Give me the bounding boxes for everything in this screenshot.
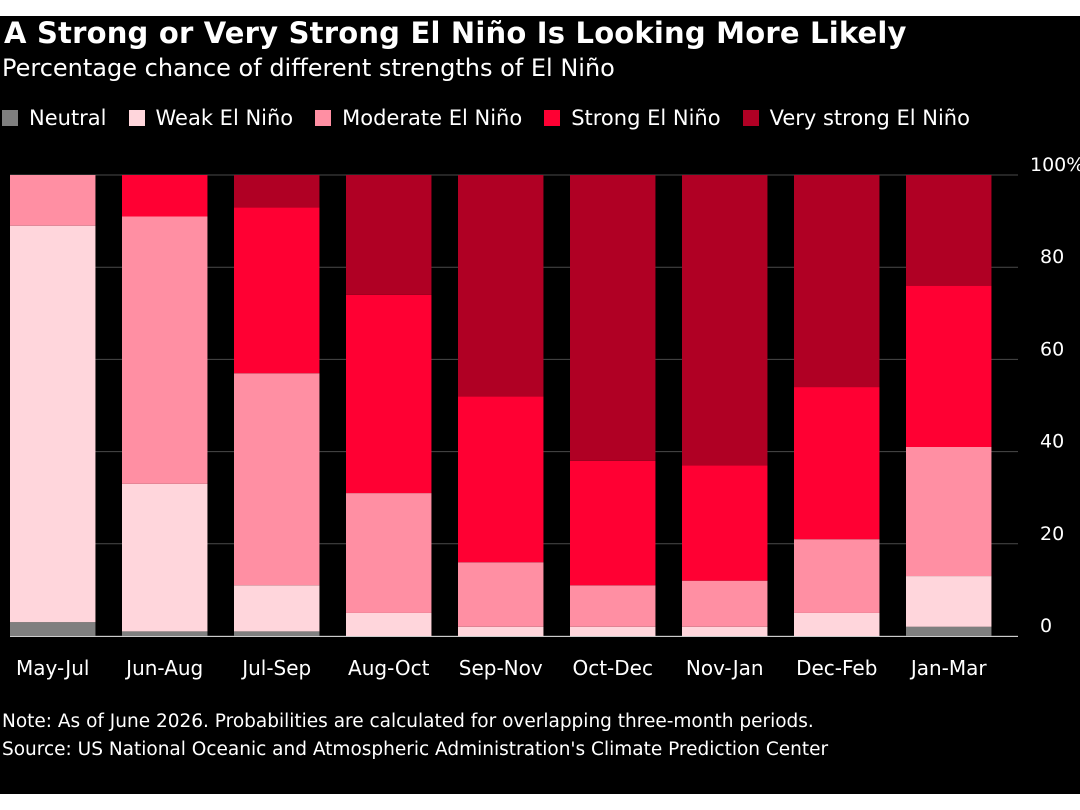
bar-segment-moderate-el-ni-o (122, 216, 208, 484)
bar-segment-moderate-el-ni-o (346, 493, 432, 613)
x-tick-label: Jan-Mar (909, 656, 988, 680)
x-tick-label: May-Jul (16, 656, 89, 680)
legend-label: Very strong El Niño (769, 106, 970, 130)
stacked-bar-chart: May-Jul Jun-Aug Jul-Sep Aug-Oct Sep-Nov Oct-D… (10, 154, 1080, 680)
bar-segment-weak-el-ni-o (794, 612, 880, 636)
x-tick-label: Sep-Nov (459, 656, 543, 680)
bar-segment-strong-el-ni-o (906, 285, 992, 447)
x-tick-label: Dec-Feb (796, 656, 877, 680)
y-tick-label: 0 (1040, 615, 1052, 637)
legend-label: Neutral (29, 106, 107, 130)
legend-item: Moderate El Niño (315, 106, 522, 130)
bar-segment-strong-el-ni-o (794, 387, 880, 540)
legend-item: Neutral (2, 106, 107, 130)
chart-subtitle: Percentage chance of different strengths… (2, 54, 615, 82)
x-tick-label: Aug-Oct (348, 656, 430, 680)
bar-segment-strong-el-ni-o (234, 207, 320, 374)
bar-segment-strong-el-ni-o (122, 175, 208, 217)
bar-segment-very-strong-el-ni-o (794, 175, 880, 388)
bar-segment-very-strong-el-ni-o (346, 175, 432, 295)
bar-segment-very-strong-el-ni-o (458, 175, 544, 397)
bar-segment-neutral (234, 631, 320, 636)
bar-segment-weak-el-ni-o (234, 585, 320, 632)
bar-segment-moderate-el-ni-o (906, 446, 992, 577)
bar-segment-very-strong-el-ni-o (682, 175, 768, 466)
x-tick-label: Oct-Dec (572, 656, 653, 680)
legend-swatch (128, 110, 145, 126)
bar-segment-moderate-el-ni-o (570, 585, 656, 627)
y-tick-label: 20 (1040, 523, 1064, 545)
bar-segment-weak-el-ni-o (346, 612, 432, 636)
y-tick-label: 100% (1030, 154, 1080, 176)
bar-segment-moderate-el-ni-o (794, 539, 880, 613)
bar-segment-very-strong-el-ni-o (906, 175, 992, 286)
bar-segment-weak-el-ni-o (906, 576, 992, 627)
bar-segment-very-strong-el-ni-o (570, 175, 656, 461)
y-tick-label: 60 (1040, 338, 1064, 360)
legend-swatch (2, 110, 18, 126)
y-tick-label: 80 (1040, 246, 1064, 268)
bar-segment-weak-el-ni-o (122, 483, 208, 632)
y-tick-label: 40 (1040, 431, 1064, 453)
bar-segment-neutral (122, 631, 208, 636)
bar-segment-moderate-el-ni-o (234, 373, 320, 586)
x-tick-label: Jun-Aug (124, 656, 203, 680)
legend-item: Very strong El Niño (742, 106, 970, 130)
bar-segment-strong-el-ni-o (346, 294, 432, 494)
bar-segment-strong-el-ni-o (570, 460, 656, 586)
bar-segment-strong-el-ni-o (682, 465, 768, 581)
legend-swatch (544, 110, 561, 126)
legend-label: Weak El Niño (155, 106, 294, 130)
chart-title: A Strong or Very Strong El Niño Is Looki… (4, 16, 907, 50)
x-tick-label: Nov-Jan (686, 656, 764, 680)
bar-segment-neutral (906, 626, 992, 636)
bar-segment-weak-el-ni-o (570, 626, 656, 636)
x-tick-label: Jul-Sep (240, 656, 311, 680)
legend: Neutral Weak El Niño Moderate El Niño Stron… (2, 104, 992, 132)
legend-label: Strong El Niño (571, 106, 721, 130)
bar-segment-very-strong-el-ni-o (234, 175, 320, 208)
bar-segment-weak-el-ni-o (458, 626, 544, 636)
bar-segment-strong-el-ni-o (458, 396, 544, 563)
chart-frame: A Strong or Very Strong El Niño Is Looki… (0, 16, 1080, 794)
bar-segment-moderate-el-ni-o (458, 562, 544, 627)
chart-note: Note: As of June 2026. Probabilities are… (2, 711, 814, 732)
legend-item: Weak El Niño (128, 106, 294, 130)
bar-segment-weak-el-ni-o (10, 225, 96, 623)
legend-label: Moderate El Niño (342, 106, 523, 130)
bar-segment-weak-el-ni-o (682, 626, 768, 636)
legend-item: Strong El Niño (544, 106, 721, 130)
bar-segment-moderate-el-ni-o (682, 580, 768, 627)
bar-segment-neutral (10, 622, 96, 636)
legend-swatch (315, 110, 332, 126)
chart-source: Source: US National Oceanic and Atmosphe… (2, 739, 829, 760)
legend-swatch (742, 110, 759, 126)
bar-segment-moderate-el-ni-o (10, 175, 96, 226)
